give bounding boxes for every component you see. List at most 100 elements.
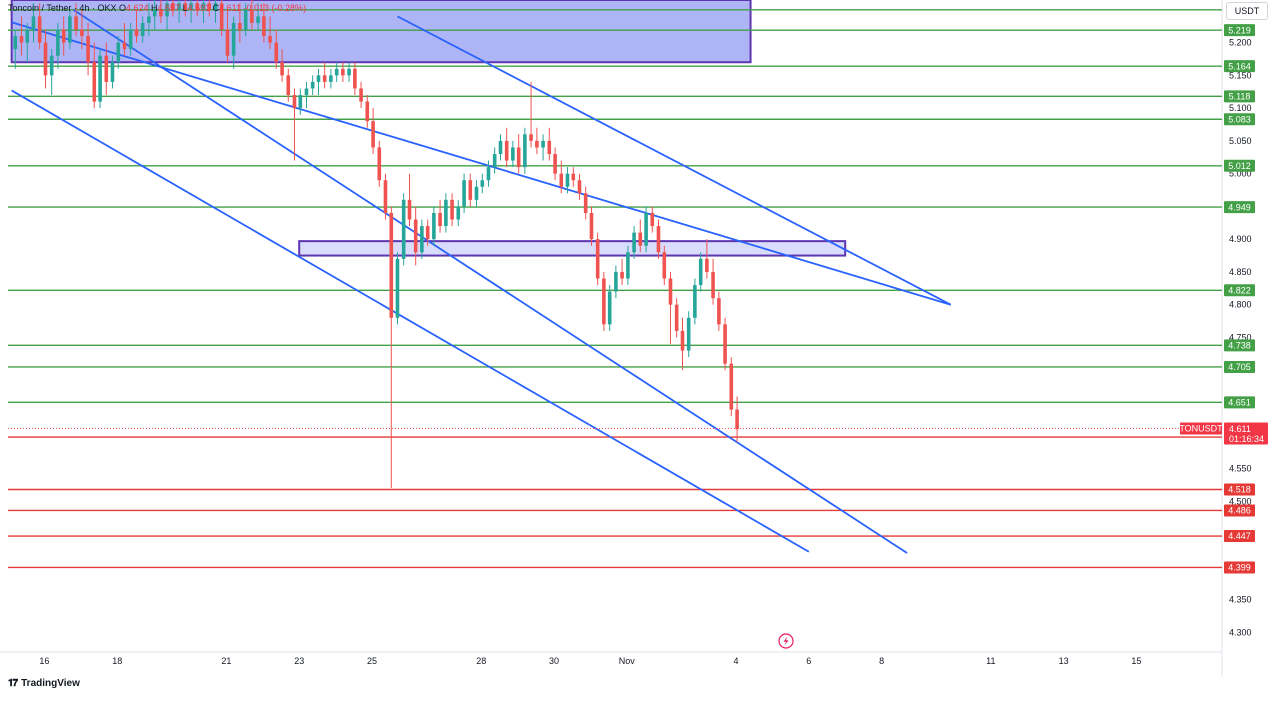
current-price-tag	[1224, 422, 1268, 445]
resistance-level-tag-label: 4.949	[1228, 202, 1251, 212]
resistance-level-tag-label: 4.738	[1228, 341, 1251, 351]
candle-body	[152, 9, 157, 17]
resistance-level-tag-label: 4.822	[1228, 285, 1251, 295]
time-tick-label: 6	[806, 656, 811, 666]
candle-body	[389, 212, 394, 318]
resistance-level-tag	[1224, 284, 1255, 297]
candle-body	[322, 75, 327, 82]
support-level-tag-label: 4.399	[1228, 563, 1251, 573]
candle-body	[177, 3, 181, 10]
currency-button[interactable]: USDT	[1226, 2, 1268, 20]
candle-body	[165, 3, 169, 17]
time-tick-label: 28	[476, 656, 486, 666]
candle-body	[128, 29, 133, 50]
price-tick-label: 5.000	[1229, 169, 1252, 179]
candle-body	[250, 9, 254, 23]
candle-body	[717, 298, 721, 325]
candle-body	[607, 291, 612, 325]
resistance-level-tag	[1224, 113, 1255, 126]
candle-body	[723, 324, 727, 364]
candle-body	[98, 55, 102, 102]
candle-body	[13, 36, 18, 50]
candle-body	[225, 29, 230, 56]
candle-body	[632, 232, 636, 253]
candle-body	[444, 199, 448, 227]
candle-body	[395, 258, 400, 318]
candle-body	[583, 193, 588, 213]
channel-line[interactable]	[11, 89, 810, 553]
time-tick-label: Nov	[619, 656, 636, 666]
support-level-tag-label: 4.447	[1228, 531, 1251, 541]
candle-body	[420, 226, 424, 253]
resistance-level-tag	[1224, 201, 1255, 214]
candle-body	[638, 232, 643, 246]
candle-body	[729, 363, 734, 410]
candle-body	[147, 16, 151, 23]
candle-body	[559, 173, 564, 187]
ohlc-c-value: 4.611	[219, 3, 242, 13]
candle-body	[80, 29, 84, 37]
candle-body	[492, 153, 497, 168]
candle-body	[43, 42, 48, 76]
candle-body	[183, 3, 188, 10]
resistance-level-tag	[1224, 90, 1255, 103]
candle-body	[383, 180, 388, 213]
candle-body	[243, 9, 248, 30]
plot-background	[0, 0, 1224, 676]
candle-body	[231, 22, 236, 56]
zone-mid-box[interactable]	[298, 240, 847, 257]
symbol-title: Toncoin / Tether	[8, 3, 72, 13]
ohlc-l-value: 4.591	[187, 3, 211, 13]
candle-body	[292, 95, 297, 109]
candle-body	[735, 409, 739, 430]
candle-body	[462, 180, 466, 207]
candle-body	[49, 55, 54, 76]
candle-body	[432, 212, 436, 240]
candle-body	[674, 304, 679, 331]
current-price-value: 4.611	[1229, 424, 1251, 434]
candle-body	[377, 147, 382, 181]
time-tick-label: 23	[294, 656, 304, 666]
resistance-level-tag-label: 5.118	[1229, 92, 1251, 102]
symbol-tag	[1180, 422, 1222, 435]
candle-body	[693, 285, 697, 318]
candle-body	[650, 212, 655, 227]
candle-body	[256, 16, 260, 23]
candle-body	[474, 186, 479, 200]
resistance-level-tag	[1224, 60, 1255, 73]
candle-body	[189, 3, 193, 10]
candle-body	[25, 29, 30, 43]
price-axis[interactable]: 5.200 5.150 5.100 5.050 5.000 4.900 4.850 4.800…	[1229, 38, 1252, 638]
candle-body	[68, 16, 72, 43]
candle-body	[644, 212, 648, 246]
tradingview-logo[interactable]: 𝟏𝟕 TradingView	[8, 678, 80, 689]
symbol-legend[interactable]: Toncoin / Tether · 4h · OKX O4.624 H4.65…	[8, 3, 307, 13]
candle-body	[529, 134, 533, 141]
channel-line[interactable]	[73, 9, 908, 554]
resistance-level-tag-label: 4.651	[1228, 398, 1251, 408]
support-level-tag	[1224, 504, 1255, 517]
candle-body	[329, 75, 333, 82]
price-tick-label: 4.350	[1229, 595, 1252, 605]
candle-body	[504, 140, 509, 161]
candle-body	[134, 29, 139, 37]
candle-body	[56, 29, 60, 56]
ohlc-o-value: 4.624	[126, 3, 149, 13]
candle-body	[280, 62, 284, 76]
channel-line[interactable]	[397, 15, 952, 306]
channel-line[interactable]	[11, 21, 952, 306]
resistance-level-tag-label: 5.083	[1228, 114, 1251, 124]
time-axis[interactable]: 16 18 21 23 25 28 30 Nov 4 6 8 11 13 15	[39, 656, 1141, 666]
candle-body	[511, 147, 515, 161]
candle-body	[407, 199, 412, 220]
lightning-icon[interactable]	[778, 633, 794, 649]
time-tick-label: 8	[879, 656, 884, 666]
candle-body	[37, 16, 42, 43]
candle-body	[425, 226, 430, 240]
tradingview-icon: 𝟏𝟕	[8, 678, 18, 689]
candles-layer	[13, 0, 739, 489]
candle-body	[347, 68, 351, 76]
support-level-tag	[1224, 561, 1255, 574]
